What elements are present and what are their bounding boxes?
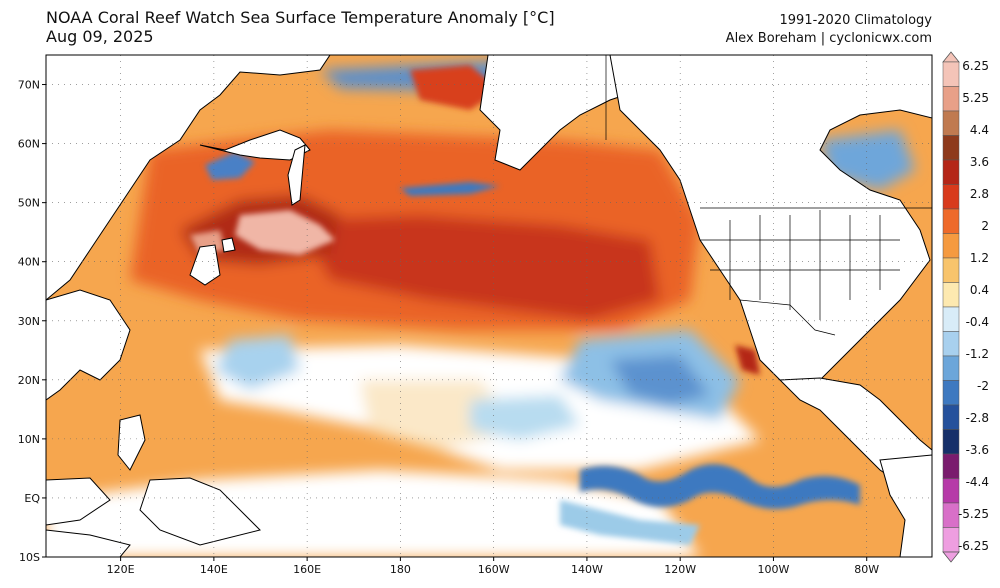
- lon-tick-label: 140E: [200, 563, 228, 576]
- borneo: [46, 477, 111, 526]
- land-masses: [46, 55, 932, 557]
- colorbar-value-label: -0.4: [966, 315, 989, 329]
- kamchatka-peninsula: [287, 144, 306, 206]
- colorbar-bin: [942, 453, 960, 479]
- indonesia-south: [46, 529, 131, 557]
- colorbar-value-label: -5.25: [958, 507, 989, 521]
- cold-tongue-edge: [560, 500, 700, 545]
- lon-tick-label: 160W: [478, 563, 510, 576]
- north-pacific-hot-core: [300, 215, 660, 320]
- new-guinea: [139, 477, 261, 546]
- lat-tick-label: 40N: [18, 256, 40, 269]
- lat-tick-label: 60N: [18, 138, 40, 151]
- colorbar-value-label: 1.2: [970, 251, 989, 265]
- japan-extreme-region: [235, 210, 335, 255]
- colorbar-bin: [942, 184, 960, 210]
- map-title: NOAA Coral Reef Watch Sea Surface Temper…: [46, 8, 555, 46]
- lat-tick-label: 70N: [18, 79, 40, 92]
- colorbar: [942, 51, 960, 563]
- us-state-lines: [729, 210, 881, 320]
- lon-tick-label: 100W: [758, 563, 790, 576]
- lat-tick-label: 10S: [19, 551, 40, 564]
- asia-south-landmass: [46, 289, 131, 401]
- japan-honshu: [189, 244, 221, 286]
- colorbar-bin: [942, 306, 960, 332]
- colorbar-bin: [942, 429, 960, 455]
- author-label: Alex Boreham | cyclonicwx.com: [725, 31, 932, 46]
- colorbar-bin: [942, 86, 960, 112]
- lon-tick-label: 160E: [293, 563, 321, 576]
- lon-tick-label: 120W: [664, 563, 696, 576]
- lon-tick-label: 80W: [854, 563, 879, 576]
- colorbar-value-label: 2: [981, 219, 989, 233]
- neutral-patch: [360, 380, 520, 450]
- colorbar-top-cap: [942, 51, 960, 63]
- japan-hokkaido: [221, 237, 236, 253]
- kamchatka-region: [199, 129, 311, 161]
- longitude-labels: 120E 140E 160E 180 160W 140W 120W 100W 80W: [107, 557, 879, 576]
- colorbar-value-label: -3.6: [966, 443, 989, 457]
- bering-warm: [410, 65, 500, 110]
- colorbar-value-label: 0.4: [970, 283, 989, 297]
- okhotsk-cold: [205, 152, 255, 180]
- lon-tick-label: 180: [390, 563, 411, 576]
- asia-north-landmass: [46, 55, 331, 301]
- philippines: [117, 414, 146, 471]
- lat-tick-label: EQ: [24, 492, 40, 505]
- map-frame: [46, 55, 932, 557]
- climatology-label: 1991-2020 Climatology: [779, 13, 932, 28]
- lon-tick-label: 140W: [571, 563, 603, 576]
- colorbar-value-label: -1.2: [966, 347, 989, 361]
- colorbar-bin: [942, 380, 960, 406]
- colorbar-labels: 6.25 5.25 4.4 3.6 2.8 2 1.2 0.4 -0.4 -1.2 -2 -2.8 -3…: [958, 59, 989, 553]
- date-line: Aug 09, 2025: [46, 27, 154, 46]
- us-mexico-border: [739, 299, 836, 336]
- colorbar-value-label: 5.25: [962, 91, 989, 105]
- colorbar-value-label: -4.4: [966, 475, 989, 489]
- credit: 1991-2020 Climatology Alex Boreham | cyc…: [726, 12, 932, 48]
- colorbar-bin: [942, 135, 960, 161]
- title-line: NOAA Coral Reef Watch Sea Surface Temper…: [46, 8, 555, 27]
- sea-of-japan-extreme: [190, 230, 225, 255]
- colorbar-bin: [942, 257, 960, 283]
- colorbar-bin: [942, 282, 960, 308]
- gulf-california-hot: [735, 345, 760, 375]
- lat-tick-label: 20N: [18, 374, 40, 387]
- colorbar-bin: [942, 502, 960, 528]
- colorbar-value-label: 6.25: [962, 59, 989, 73]
- ne-pacific-cold-core: [610, 355, 710, 405]
- colorbar-bin: [942, 404, 960, 430]
- colorbar-bin: [942, 355, 960, 381]
- colorbar-bin: [942, 110, 960, 136]
- colorbar-bin: [942, 233, 960, 259]
- colorbar-value-label: 4.4: [970, 123, 989, 137]
- lat-tick-label: 30N: [18, 315, 40, 328]
- colorbar-bin: [942, 478, 960, 504]
- colorbar-value-label: -6.25: [958, 539, 989, 553]
- west-pacific-cool: [215, 335, 300, 390]
- colorbar-value-label: 3.6: [970, 155, 989, 169]
- colorbar-bin: [942, 331, 960, 357]
- us-state-lines-horizontal: [700, 239, 900, 271]
- colorbar-bin: [942, 208, 960, 234]
- central-cool-patch: [470, 395, 580, 440]
- latitude-labels: 70N 60N 50N 40N 30N 20N 10N EQ 10S: [18, 79, 46, 564]
- political-boundaries: [605, 55, 932, 336]
- colorbar-value-label: 2.8: [970, 187, 989, 201]
- aleutian-cold-strip: [400, 182, 500, 196]
- map-border: [45, 54, 933, 558]
- colorbar-bin: [942, 159, 960, 185]
- south-america-landmass: [879, 454, 932, 557]
- colorbar-value-label: -2.8: [966, 411, 989, 425]
- north-america-landmass: [609, 55, 932, 391]
- colorbar-bottom-cap: [942, 551, 960, 563]
- colorbar-value-label: -2: [977, 379, 989, 393]
- graticule: [46, 55, 932, 557]
- lat-tick-label: 50N: [18, 197, 40, 210]
- lat-tick-label: 10N: [18, 433, 40, 446]
- lon-tick-label: 120E: [107, 563, 135, 576]
- colorbar-bin: [942, 61, 960, 87]
- colorbar-bin: [942, 527, 960, 553]
